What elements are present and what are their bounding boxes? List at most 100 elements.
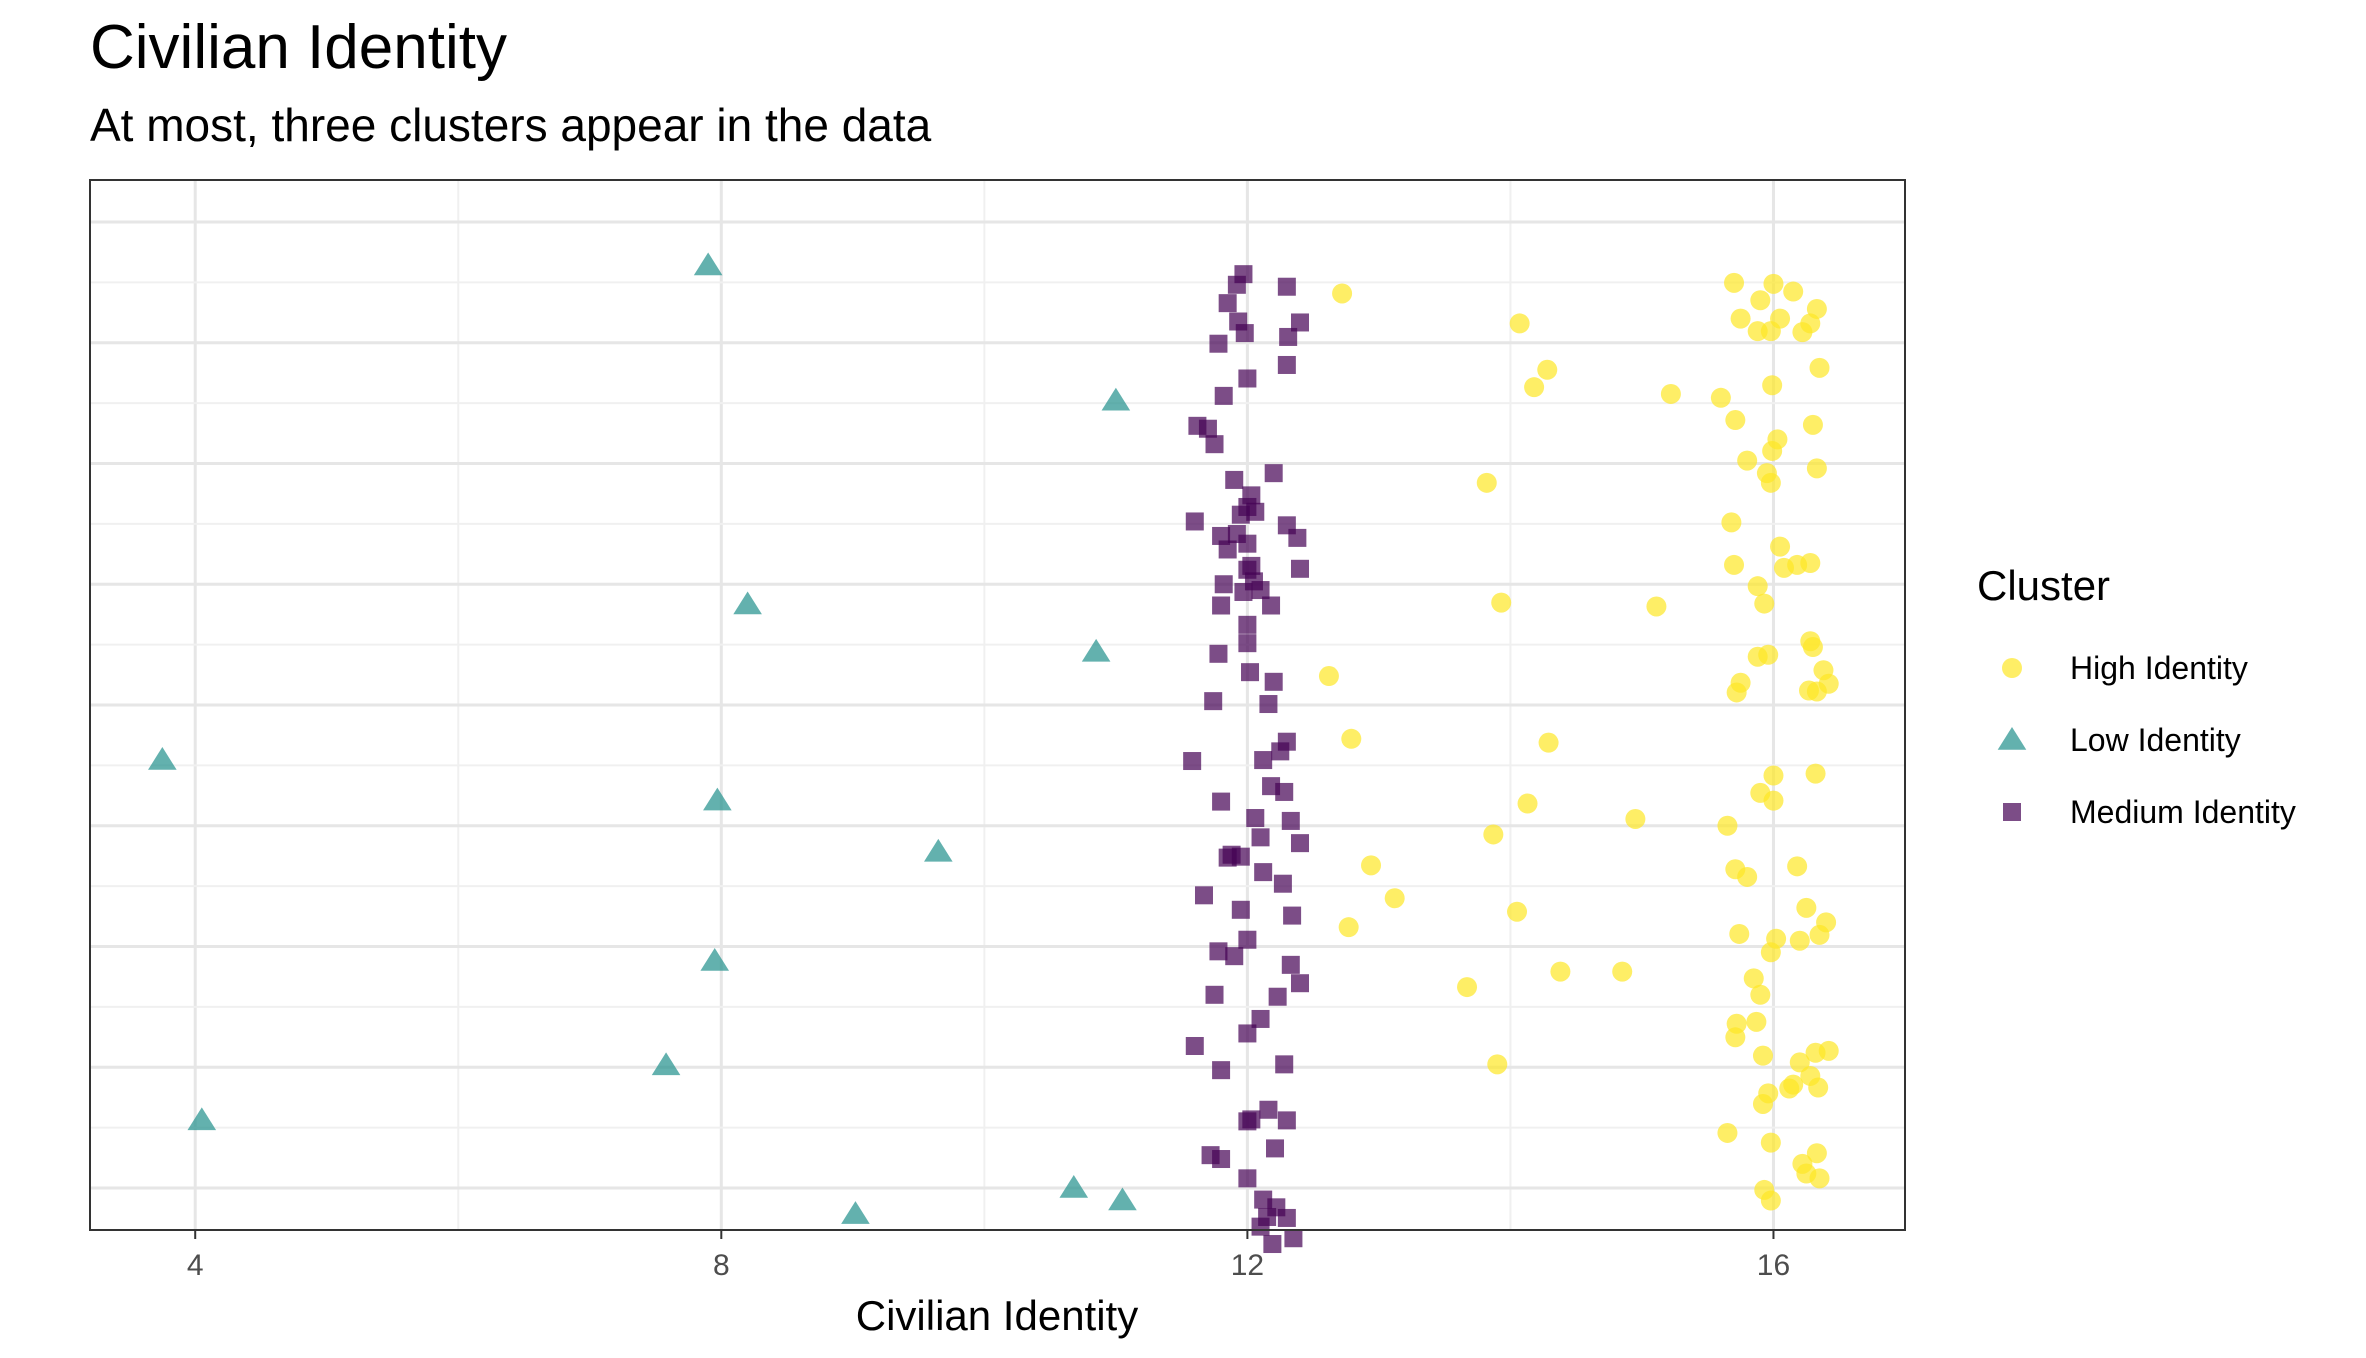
data-point (1194, 886, 1213, 905)
data-point (1238, 615, 1257, 634)
data-point (700, 947, 730, 971)
data-point (1234, 582, 1253, 601)
data-point (1185, 512, 1204, 531)
data-point (1760, 1190, 1781, 1211)
data-point (1259, 1100, 1278, 1119)
data-point (1204, 692, 1223, 711)
data-point (1238, 534, 1257, 553)
data-point (1509, 313, 1530, 334)
data-point (1225, 470, 1244, 489)
data-point (1251, 1009, 1270, 1028)
data-point (1507, 901, 1528, 922)
data-point (1281, 811, 1300, 830)
data-point (1212, 596, 1231, 615)
data-point (1212, 1061, 1231, 1080)
data-point (1750, 984, 1771, 1005)
legend-label: High Identity (2070, 650, 2248, 686)
data-point (1762, 440, 1783, 461)
data-point (1251, 1217, 1270, 1236)
data-point (1238, 1112, 1257, 1131)
data-point (1275, 782, 1294, 801)
data-point (1802, 414, 1823, 435)
data-point (924, 838, 953, 862)
data-point (1806, 458, 1827, 479)
data-point (1809, 1168, 1830, 1189)
data-point (1332, 283, 1353, 304)
data-point (841, 1201, 870, 1224)
data-point (1238, 1024, 1257, 1043)
x-tick-label: 4 (187, 1249, 204, 1282)
data-point (1288, 528, 1307, 547)
data-point (1264, 672, 1283, 691)
data-point (1612, 961, 1633, 982)
data-point (1291, 834, 1309, 853)
data-point (1277, 355, 1296, 374)
data-point (1214, 575, 1233, 594)
data-point (1763, 790, 1784, 811)
data-point (1183, 752, 1202, 771)
data-point (1550, 961, 1571, 982)
data-point (1809, 357, 1830, 378)
data-point (1281, 955, 1300, 974)
series-low-identity (148, 252, 1137, 1224)
data-point (1251, 828, 1270, 847)
data-point (1238, 634, 1257, 653)
data-point (1802, 637, 1823, 658)
data-point (1238, 930, 1257, 949)
series-high-identity (1318, 272, 1839, 1211)
data-point (1185, 1036, 1204, 1055)
legend-key-low-identity (1997, 727, 2027, 750)
data-point (1205, 435, 1224, 454)
data-point (1796, 897, 1817, 918)
data-point (1212, 526, 1231, 545)
data-point (1268, 987, 1287, 1006)
data-point (1262, 596, 1281, 615)
data-point (1538, 732, 1559, 753)
data-point (1809, 924, 1830, 945)
data-point (187, 1107, 217, 1131)
legend-title: Cluster (1977, 562, 2110, 609)
data-point (1770, 536, 1791, 557)
data-point (1271, 742, 1290, 761)
data-point (1275, 1055, 1294, 1074)
data-point (1338, 917, 1359, 938)
data-point (1710, 387, 1731, 408)
data-point (1231, 505, 1250, 524)
data-point (1218, 294, 1237, 313)
data-point (1660, 383, 1681, 404)
data-point (1341, 728, 1362, 749)
data-point (1760, 321, 1781, 342)
data-point (1524, 377, 1545, 398)
data-point (1724, 272, 1745, 293)
data-point (1218, 848, 1237, 867)
x-tick-label: 12 (1231, 1249, 1264, 1282)
data-point (1266, 1139, 1285, 1158)
data-point (651, 1052, 681, 1076)
data-point (1491, 592, 1512, 613)
data-point (1762, 375, 1783, 396)
data-point (1737, 450, 1758, 471)
data-point (1214, 386, 1233, 405)
data-point (1241, 663, 1260, 682)
legend-label: Medium Identity (2070, 794, 2296, 830)
data-point (1646, 596, 1667, 617)
data-point (1717, 1122, 1738, 1143)
data-point (1238, 369, 1257, 388)
data-point (1225, 947, 1244, 966)
data-point (1361, 855, 1382, 876)
data-point (1717, 815, 1738, 836)
data-point (1487, 1054, 1508, 1075)
data-point (1752, 1045, 1773, 1066)
data-point (1198, 419, 1217, 438)
data-point (1774, 557, 1794, 578)
data-point (1758, 644, 1779, 665)
legend-key-medium-identity (2003, 803, 2021, 821)
data-point (1209, 334, 1228, 353)
data-point (1291, 559, 1309, 578)
data-point (1625, 808, 1646, 829)
data-point (1760, 942, 1781, 963)
x-tick-label: 8 (713, 1249, 730, 1282)
data-point (1259, 695, 1278, 714)
data-point (1277, 277, 1296, 296)
